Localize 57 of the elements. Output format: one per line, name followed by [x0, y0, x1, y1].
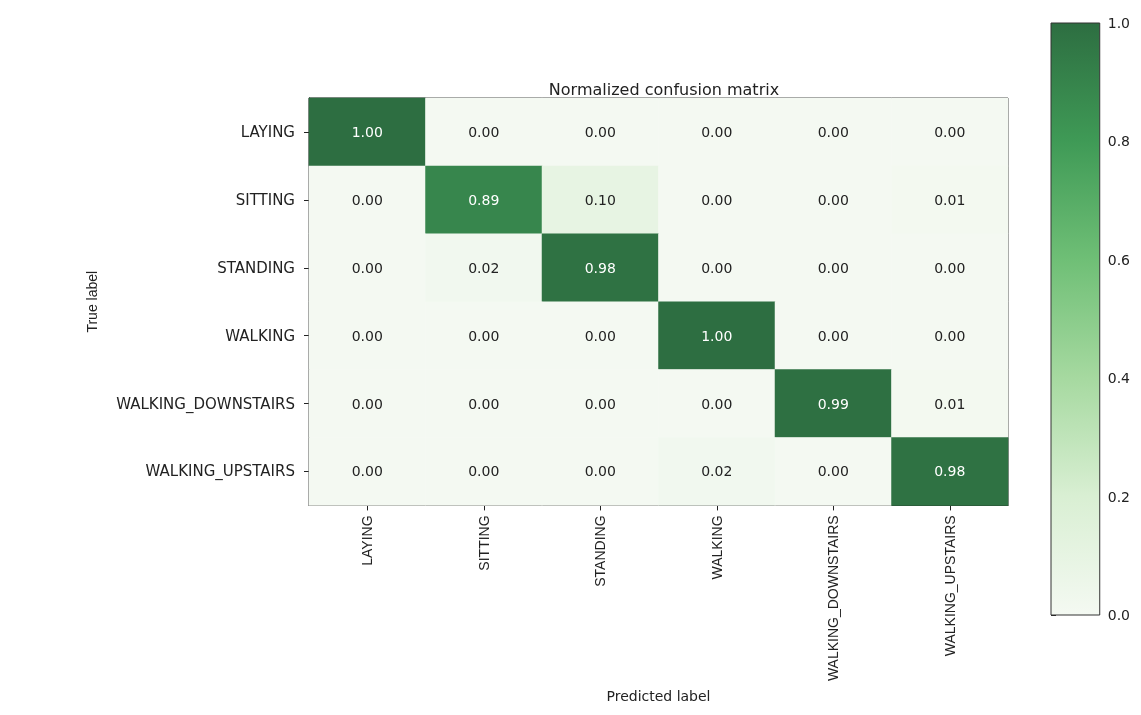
- data-label: 0.00: [817, 191, 849, 208]
- y-tick-label: SITTING: [235, 190, 295, 209]
- data-label: 0.00: [701, 191, 733, 208]
- y-tick-label: WALKING: [225, 326, 295, 345]
- color-bar-label: 0.4: [1107, 370, 1131, 387]
- data-label: 0.00: [817, 463, 849, 480]
- data-label: 0.01: [934, 395, 966, 412]
- data-label: 0.98: [584, 259, 616, 276]
- data-label: 0.00: [351, 191, 383, 208]
- x-tick-label: WALKING_DOWNSTAIRS: [825, 515, 842, 682]
- x-tick-label: SITTING: [475, 515, 492, 571]
- data-label: 0.00: [468, 327, 500, 344]
- data-label: 0.02: [468, 259, 500, 276]
- x-tick-label: STANDING: [592, 515, 609, 587]
- data-label: 0.00: [701, 395, 733, 412]
- y-axis-title: True label: [84, 270, 100, 333]
- data-label: 1.00: [351, 123, 383, 140]
- color-bar-label: 0.6: [1107, 251, 1131, 268]
- data-label: 0.00: [584, 123, 616, 140]
- y-tick-label: STANDING: [217, 258, 295, 277]
- data-label: 0.00: [351, 259, 383, 276]
- y-tick-label: WALKING_UPSTAIRS: [145, 462, 295, 482]
- data-label: 0.89: [468, 191, 500, 208]
- data-label: 0.00: [468, 463, 500, 480]
- data-label: 0.00: [468, 123, 500, 140]
- data-label: 0.00: [701, 259, 733, 276]
- data-label: 0.10: [584, 191, 616, 208]
- data-label: 0.00: [701, 123, 733, 140]
- y-tick-label: LAYING: [240, 122, 295, 141]
- color-bar-label: 0.8: [1107, 133, 1130, 150]
- data-label: 0.00: [351, 327, 383, 344]
- data-label: 0.00: [934, 327, 966, 344]
- data-label: 0.98: [934, 463, 966, 480]
- data-label: 0.01: [934, 191, 966, 208]
- data-label: 0.00: [351, 395, 383, 412]
- data-label: 0.00: [817, 123, 849, 140]
- data-label: 0.00: [584, 463, 616, 480]
- color-bar-label: 1.0: [1107, 15, 1130, 31]
- data-label: 0.00: [584, 327, 616, 344]
- y-tick-label: WALKING_DOWNSTAIRS: [116, 394, 295, 414]
- data-label: 0.99: [817, 395, 849, 412]
- data-label: 0.00: [817, 327, 849, 344]
- chart-title: Normalized confusion matrix: [548, 79, 780, 99]
- data-label: 0.00: [584, 395, 616, 412]
- data-label: 0.00: [468, 395, 500, 412]
- color-bar-label: 0.0: [1107, 607, 1130, 623]
- color-bar-label: 0.2: [1107, 488, 1130, 505]
- x-axis-title: Predicted label: [606, 688, 711, 704]
- data-label: 0.02: [701, 463, 733, 480]
- data-label: 0.00: [934, 259, 966, 276]
- data-label: 0.00: [351, 463, 383, 480]
- x-tick-label: WALKING_UPSTAIRS: [941, 515, 958, 657]
- x-tick-label: WALKING: [708, 515, 725, 580]
- x-tick-label: LAYING: [359, 515, 376, 566]
- data-label: 1.00: [701, 327, 733, 344]
- data-label: 0.00: [934, 123, 966, 140]
- data-label: 0.00: [817, 259, 849, 276]
